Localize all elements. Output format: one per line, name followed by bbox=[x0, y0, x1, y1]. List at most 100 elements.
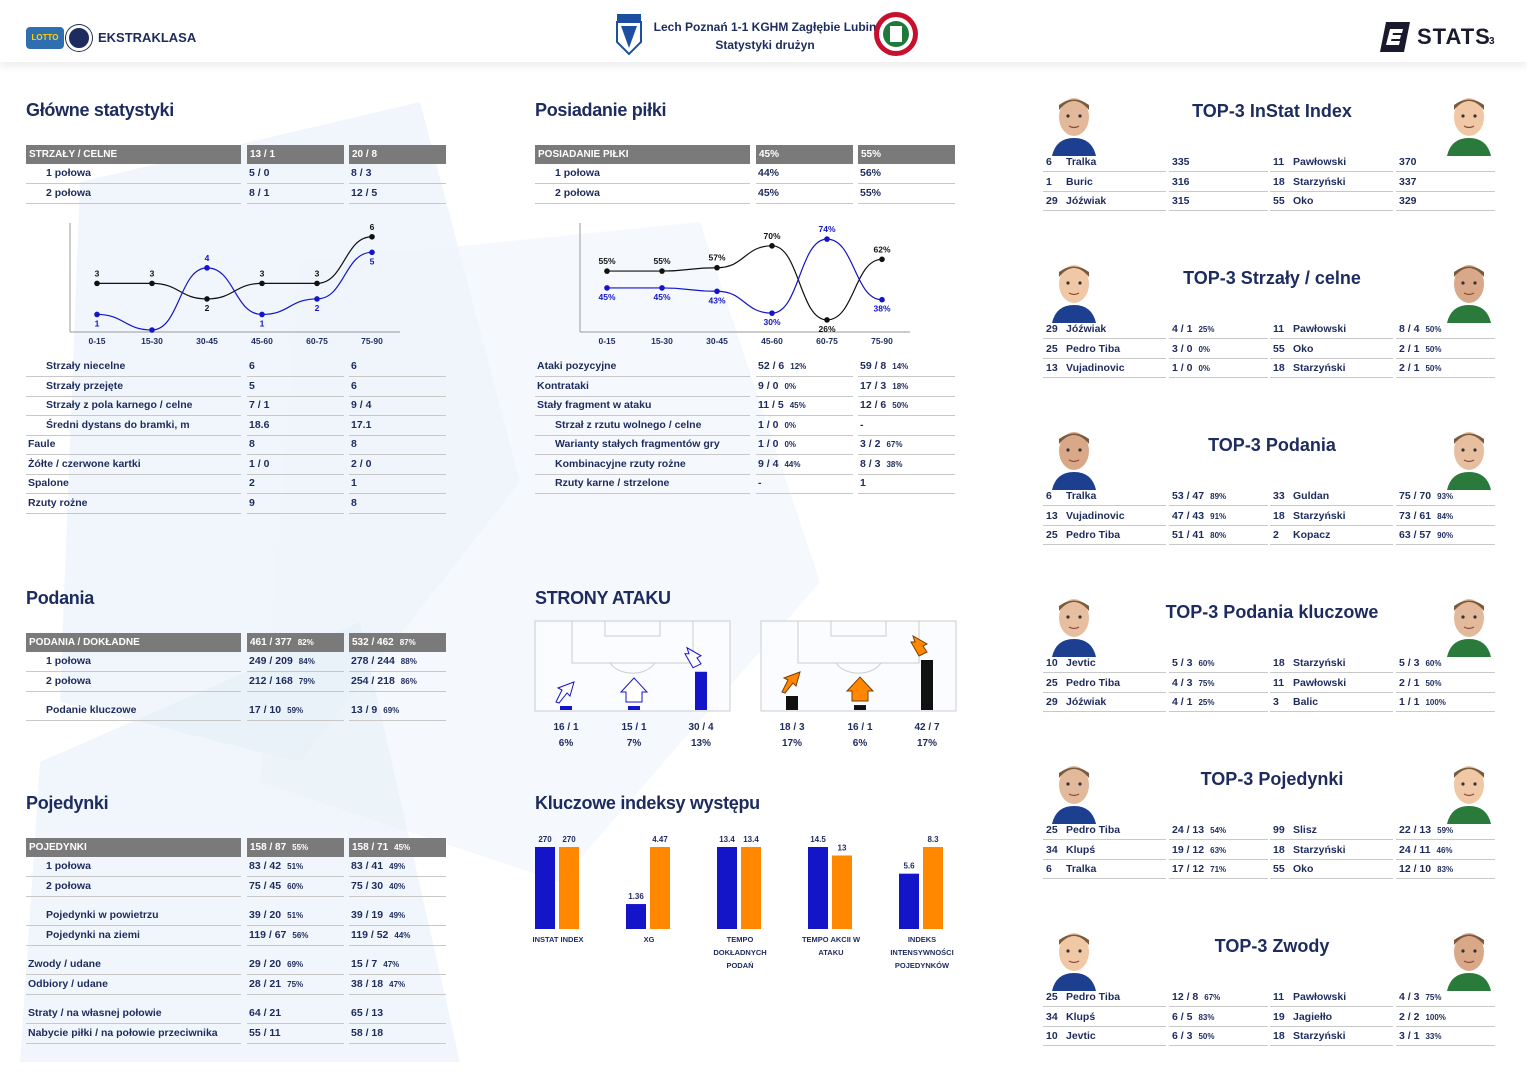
passes-row-home: 17 / 10 59% bbox=[249, 701, 303, 720]
player-stat-value: 329 bbox=[1399, 195, 1417, 207]
row-divider bbox=[26, 945, 241, 946]
data-point bbox=[369, 233, 375, 240]
data-point bbox=[714, 264, 720, 271]
data-label: 62% bbox=[873, 244, 890, 254]
index-value-label: 270 bbox=[538, 835, 552, 844]
row-divider bbox=[1169, 711, 1268, 712]
row-divider bbox=[247, 945, 344, 946]
player-stat: 3 / 1 33% bbox=[1399, 1030, 1441, 1042]
player-photo bbox=[1048, 426, 1100, 490]
duels-row-away-pct: 49% bbox=[389, 911, 406, 920]
x-tick-label: 30-45 bbox=[706, 336, 728, 346]
main-stat-row-home: 9 bbox=[249, 494, 255, 513]
possession-row-away: - bbox=[860, 416, 870, 435]
player-stat-pct: 90% bbox=[1437, 531, 1454, 540]
main-stat-row-away-value: 1 bbox=[351, 477, 357, 489]
data-point bbox=[204, 296, 210, 302]
player-number: 25 bbox=[1046, 824, 1058, 836]
duels-row-away-value: 58 / 18 bbox=[351, 1027, 384, 1039]
player-stat-pct: 50% bbox=[1425, 325, 1442, 334]
row-divider bbox=[535, 454, 750, 455]
duels-header-label: POJEDYNKI bbox=[26, 838, 241, 857]
main-stat-row-label: Średni dystans do bramki, m bbox=[46, 418, 190, 431]
page-number: 3 bbox=[1489, 36, 1495, 47]
data-label: 3 bbox=[315, 268, 320, 278]
duels-row-label: Straty / na własnej połowie bbox=[28, 1007, 162, 1019]
possession-row-away: 3 / 2 67% bbox=[860, 435, 902, 454]
possession-row-home-value: 9 / 0 bbox=[758, 379, 779, 392]
duels-header-away-pct: 45% bbox=[394, 843, 411, 852]
goal-box bbox=[604, 620, 661, 637]
player-stat-value: 316 bbox=[1172, 175, 1190, 188]
data-point bbox=[314, 280, 320, 287]
match-subtitle: Statystyki drużyn bbox=[715, 38, 815, 52]
main-half-row-home-value: 5 / 0 bbox=[249, 167, 270, 179]
attack-value-label: 16 / 1 bbox=[553, 722, 578, 733]
player-stat-value: 24 / 13 bbox=[1172, 824, 1205, 836]
attack-bar bbox=[560, 706, 572, 710]
data-point bbox=[259, 311, 265, 318]
attack-value-label: 16 / 1 bbox=[847, 722, 872, 733]
attack-value-label: 18 / 3 bbox=[779, 722, 804, 733]
main-stat-row-home-value: 8 bbox=[249, 438, 255, 450]
zaglebie-crest-icon bbox=[874, 12, 918, 56]
player-name: Tralka bbox=[1066, 863, 1097, 875]
player-name: Pedro Tiba bbox=[1066, 991, 1121, 1003]
data-point bbox=[714, 288, 720, 295]
row-divider bbox=[1043, 878, 1166, 879]
row-divider bbox=[1043, 839, 1166, 840]
data-label: 45% bbox=[653, 292, 670, 302]
possession-row-home: 52 / 6 12% bbox=[758, 357, 806, 376]
duels-header-home-value: 158 / 87 bbox=[250, 842, 287, 853]
row-divider bbox=[26, 876, 241, 877]
possession-row-home-value: 9 / 4 bbox=[758, 457, 779, 470]
duels-row-label: 2 połowa bbox=[46, 880, 91, 892]
possession-row-label: Kombinacyjne rzuty rożne bbox=[555, 457, 686, 470]
attack-bar bbox=[854, 705, 866, 710]
index-category-label: PODAŃ bbox=[726, 961, 753, 970]
player-name: Starzyński bbox=[1293, 1030, 1346, 1042]
player-stat: 5 / 3 60% bbox=[1399, 657, 1441, 669]
shots-header-away: 20 / 8 bbox=[349, 145, 446, 164]
row-divider bbox=[349, 671, 446, 672]
main-stat-row-home-value: 9 bbox=[249, 496, 255, 509]
possession-row-home: 9 / 0 0% bbox=[758, 377, 796, 396]
row-divider bbox=[535, 376, 750, 377]
main-stat-row-label: Strzały niecelne bbox=[46, 360, 126, 372]
stats-brand: STATS bbox=[1417, 24, 1491, 49]
index-value-label: 270 bbox=[562, 835, 576, 844]
player-stat-pct: 75% bbox=[1425, 993, 1442, 1002]
x-tick-label: 30-45 bbox=[196, 336, 218, 346]
duels-row-away-value: 65 / 13 bbox=[351, 1007, 384, 1019]
attack-arrow-icon bbox=[619, 677, 649, 703]
main-half-row-away: 12 / 5 bbox=[351, 184, 377, 203]
player-number: 18 bbox=[1273, 175, 1285, 188]
data-point bbox=[94, 311, 100, 318]
data-label: 4 bbox=[205, 253, 210, 263]
index-category-label: DOKŁADNYCH bbox=[713, 948, 766, 957]
passes-row-label: 1 połowa bbox=[46, 655, 91, 667]
player-stat-value: 337 bbox=[1399, 175, 1417, 188]
main-stat-row-away: 17.1 bbox=[351, 416, 371, 435]
possession-row-home: 9 / 4 44% bbox=[758, 455, 800, 474]
player-number: 25 bbox=[1046, 342, 1058, 355]
data-point bbox=[94, 280, 100, 287]
player-photo bbox=[1443, 593, 1495, 657]
player-stat-pct: 83% bbox=[1437, 865, 1454, 874]
main-stat-row-away: 6 bbox=[351, 377, 357, 396]
ekstraklasa-logo: LOTTO EKSTRAKLASA bbox=[26, 25, 196, 51]
duels-row-home-value: 55 / 11 bbox=[249, 1027, 281, 1039]
lotto-badge: LOTTO bbox=[26, 27, 64, 49]
duels-row-away: 119 / 52 44% bbox=[351, 926, 410, 945]
data-label: 6 bbox=[370, 222, 375, 232]
passes-header-label: PODANIA / DOKŁADNE bbox=[26, 633, 241, 652]
row-divider bbox=[247, 896, 344, 897]
player-stat-pct: 91% bbox=[1210, 511, 1227, 521]
x-tick-label: 75-90 bbox=[871, 336, 893, 346]
row-divider bbox=[1270, 524, 1393, 526]
main-half-row-label: 2 połowa bbox=[46, 187, 91, 199]
possession-row-away-pct: 38% bbox=[886, 459, 903, 469]
row-divider bbox=[1169, 839, 1268, 840]
passes-row-home: 249 / 209 84% bbox=[249, 652, 315, 671]
data-label: 1 bbox=[95, 318, 100, 328]
